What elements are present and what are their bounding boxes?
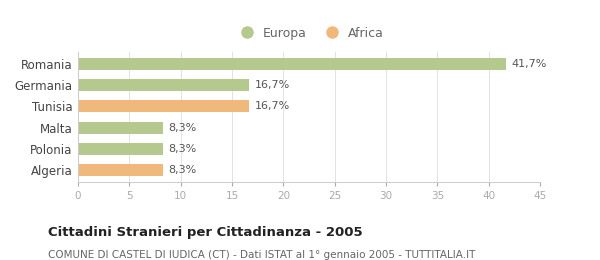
Legend: Europa, Africa: Europa, Africa [229,22,389,45]
Text: 8,3%: 8,3% [169,144,197,154]
Text: 8,3%: 8,3% [169,123,197,133]
Bar [78,143,163,155]
Bar [78,122,163,133]
Bar [78,164,163,176]
Text: COMUNE DI CASTEL DI IUDICA (CT) - Dati ISTAT al 1° gennaio 2005 - TUTTITALIA.IT: COMUNE DI CASTEL DI IUDICA (CT) - Dati I… [48,250,475,259]
Text: 8,3%: 8,3% [169,165,197,175]
Text: 16,7%: 16,7% [254,80,290,90]
Bar [78,79,250,91]
Text: 41,7%: 41,7% [511,59,547,69]
Text: Cittadini Stranieri per Cittadinanza - 2005: Cittadini Stranieri per Cittadinanza - 2… [48,226,362,239]
Bar [78,101,250,112]
Text: 16,7%: 16,7% [254,101,290,111]
Bar [78,58,506,70]
